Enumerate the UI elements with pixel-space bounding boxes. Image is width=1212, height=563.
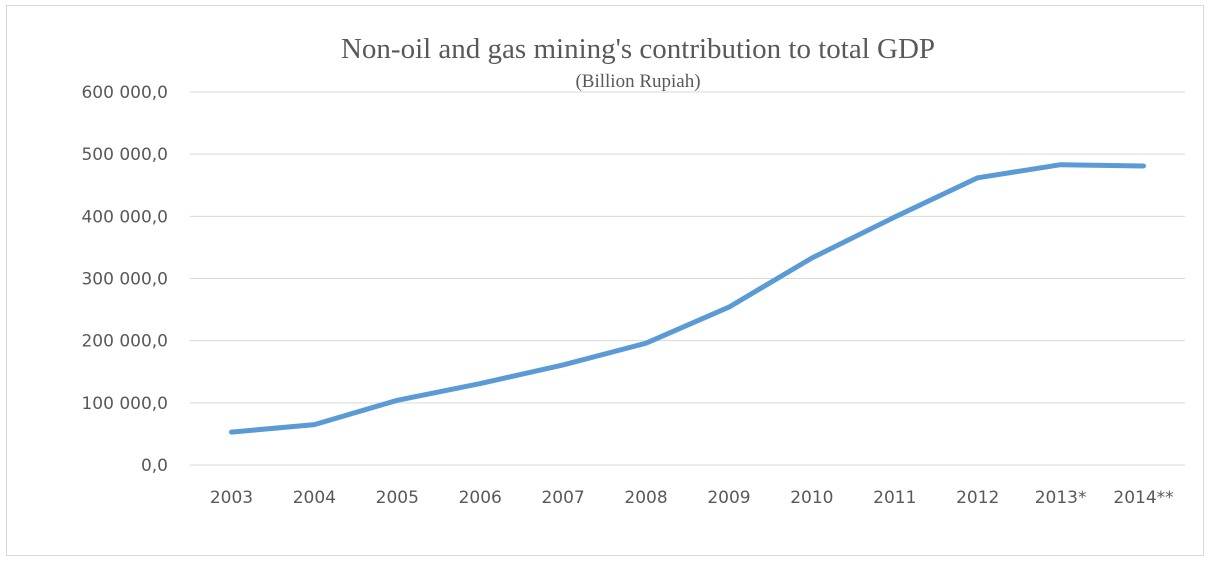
x-tick-label: 2014** [1113, 488, 1173, 508]
gridlines [190, 91, 1185, 466]
x-tick-label: 2004 [293, 488, 336, 508]
x-tick-label: 2007 [541, 488, 584, 508]
y-tick-label: 500 000,0 [81, 145, 168, 165]
x-tick-label: 2006 [459, 488, 502, 508]
chart-subtitle: (Billion Rupiah) [575, 71, 700, 92]
series-layer [229, 162, 1146, 435]
chart-frame [6, 5, 1204, 556]
x-tick-label: 2010 [790, 488, 833, 508]
x-tick-label: 2003 [210, 488, 253, 508]
x-axis-ticks: 2003 2004 2005 2006 2007 2008 2009 2010 2011 2012… [210, 488, 1174, 508]
x-tick-label: 2008 [624, 488, 667, 508]
y-tick-label: 400 000,0 [81, 207, 168, 227]
x-tick-label: 2011 [873, 488, 916, 508]
y-tick-label: 300 000,0 [81, 270, 168, 290]
series-line [229, 162, 1146, 435]
x-tick-label: 2009 [707, 488, 750, 508]
x-tick-label: 2005 [376, 488, 419, 508]
y-tick-label: 0,0 [141, 456, 168, 476]
y-tick-label: 200 000,0 [81, 332, 168, 352]
y-tick-label: 600 000,0 [81, 83, 168, 103]
x-tick-label: 2012 [956, 488, 999, 508]
y-tick-label: 100 000,0 [81, 394, 168, 414]
chart-title: Non-oil and gas mining's contribution to… [341, 33, 935, 65]
x-tick-label: 2013* [1035, 488, 1087, 508]
y-axis-ticks: 0,0 100 000,0 200 000,0 300 000,0 400 000,0 5… [81, 83, 168, 476]
